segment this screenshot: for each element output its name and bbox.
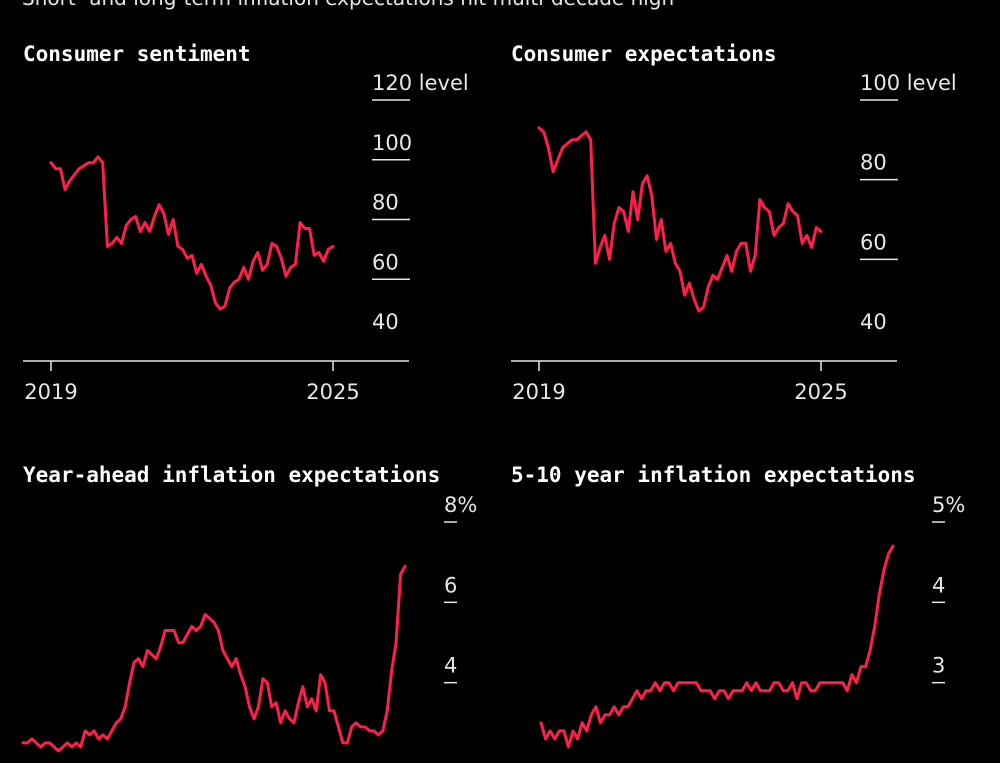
series-line — [539, 544, 895, 749]
y-tick-label: 5% — [932, 493, 965, 517]
y-tick-label: 80 — [372, 191, 399, 215]
chart-5-10-year-inflation: 5% 4 3 — [539, 493, 965, 749]
panel-consumer-expectations: Consumer expectations 100 level 80 60 40 201… — [511, 42, 971, 422]
x-tick-label: 2025 — [794, 380, 847, 404]
chart-year-ahead-inflation: 8% 6 4 — [21, 493, 477, 753]
series-line — [21, 564, 407, 753]
series-line — [537, 126, 823, 313]
y-tick-label: 80 — [860, 151, 887, 175]
y-tick-label: 40 — [372, 310, 399, 334]
y-tick-label: 8% — [444, 493, 477, 517]
series-line — [49, 155, 335, 311]
x-tick-label: 2019 — [512, 380, 565, 404]
x-tick-label: 2025 — [306, 380, 359, 404]
y-tick-label: 3 — [932, 654, 945, 678]
y-tick-label: 60 — [860, 230, 887, 254]
chart-title: Consumer expectations — [511, 42, 777, 66]
chart-consumer-sentiment: 120 level 100 80 60 40 2019 2025 — [23, 71, 469, 404]
chart-title: 5-10 year inflation expectations — [511, 463, 916, 487]
y-tick-label: 60 — [372, 250, 399, 274]
headline: Short- and long-term inflation expectati… — [22, 0, 674, 10]
y-tick-label: 40 — [860, 310, 887, 334]
y-tick-label: 120 level — [372, 71, 469, 95]
y-tick-label: 4 — [444, 654, 457, 678]
y-tick-label: 100 — [372, 131, 412, 155]
panel-year-ahead-inflation: Year-ahead inflation expectations 8% 6 4 — [21, 463, 483, 763]
y-tick-label: 4 — [932, 573, 945, 597]
x-tick-label: 2019 — [24, 380, 77, 404]
chart-title: Consumer sentiment — [23, 42, 251, 66]
panel-5-10-year-inflation: 5-10 year inflation expectations 5% 4 3 — [511, 463, 971, 763]
panel-consumer-sentiment: Consumer sentiment 120 level 100 80 60 40 201… — [23, 42, 483, 422]
y-tick-label: 100 level — [860, 71, 957, 95]
y-tick-label: 6 — [444, 573, 457, 597]
chart-consumer-expectations: 100 level 80 60 40 2019 2025 — [511, 71, 957, 404]
chart-title: Year-ahead inflation expectations — [23, 463, 441, 487]
